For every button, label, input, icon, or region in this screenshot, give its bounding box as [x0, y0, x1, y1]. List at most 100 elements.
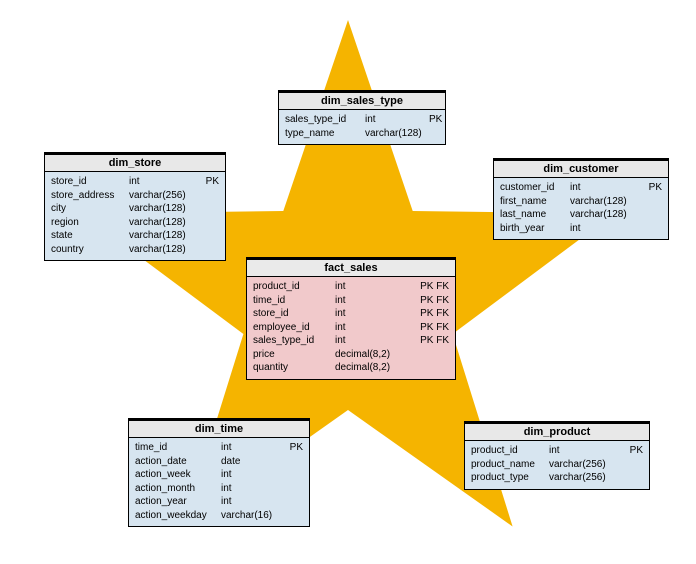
column-name: time_id — [253, 294, 335, 308]
column-name: product_id — [253, 280, 335, 294]
table-row: sales_type_idint PK FK — [253, 334, 449, 348]
column-type: varchar(128) — [570, 195, 642, 209]
table-row: sales_type_idintPK — [285, 113, 439, 127]
table-row: product_typevarchar(256) — [471, 471, 643, 485]
column-key: PK FK — [420, 307, 449, 321]
column-type: varchar(128) — [129, 216, 201, 230]
column-name: quantity — [253, 361, 335, 375]
column-key: PK FK — [420, 294, 449, 308]
table-row: quantitydecimal(8,2) — [253, 361, 449, 375]
table-row: first_namevarchar(128) — [500, 195, 662, 209]
column-type: int — [335, 294, 409, 308]
column-key: PK — [429, 113, 442, 127]
column-type: varchar(256) — [129, 189, 201, 203]
column-name: customer_id — [500, 181, 570, 195]
column-name: store_address — [51, 189, 129, 203]
column-type: int — [335, 321, 409, 335]
column-type: int — [221, 468, 283, 482]
column-type: varchar(256) — [549, 458, 621, 472]
column-name: sales_type_id — [253, 334, 335, 348]
table-fact_sales: fact_salesproduct_idintPK FKtime_idintPK… — [246, 257, 456, 380]
table-row: regionvarchar(128) — [51, 216, 219, 230]
table-body: product_idintPKproduct_namevarchar(256)p… — [465, 441, 649, 489]
table-row: employee_idintPK FK — [253, 321, 449, 335]
table-row: action_datedate — [135, 455, 303, 469]
table-title: dim_time — [129, 419, 309, 438]
table-row: pricedecimal(8,2) — [253, 348, 449, 362]
column-type: varchar(128) — [129, 229, 201, 243]
column-name: country — [51, 243, 129, 257]
column-type: int — [335, 280, 409, 294]
column-type: int — [221, 495, 283, 509]
table-row: cityvarchar(128) — [51, 202, 219, 216]
column-key: PK FK — [420, 334, 449, 348]
column-key: PK — [206, 175, 219, 189]
table-row: product_namevarchar(256) — [471, 458, 643, 472]
column-type: decimal(8,2) — [335, 361, 409, 375]
column-type: int — [335, 334, 409, 348]
column-name: action_year — [135, 495, 221, 509]
column-name: product_id — [471, 444, 549, 458]
column-name: action_date — [135, 455, 221, 469]
table-body: store_idintPKstore_addressvarchar(256)ci… — [45, 172, 225, 260]
table-row: birth_yearint — [500, 222, 662, 236]
table-row: store_idint PK FK — [253, 307, 449, 321]
column-key: PK — [290, 441, 303, 455]
column-type: varchar(128) — [129, 243, 201, 257]
column-type: int — [549, 444, 621, 458]
column-type: int — [221, 441, 283, 455]
column-type: int — [570, 222, 642, 236]
table-row: action_monthint — [135, 482, 303, 496]
column-type: int — [129, 175, 201, 189]
column-key: PK — [630, 444, 643, 458]
column-name: state — [51, 229, 129, 243]
table-row: statevarchar(128) — [51, 229, 219, 243]
column-type: int — [221, 482, 283, 496]
column-name: price — [253, 348, 335, 362]
table-dim_time: dim_timetime_idintPKaction_datedateactio… — [128, 418, 310, 527]
table-body: product_idintPK FKtime_idintPK FKstore_i… — [247, 277, 455, 379]
table-row: last_namevarchar(128) — [500, 208, 662, 222]
column-type: int — [570, 181, 642, 195]
table-row: countryvarchar(128) — [51, 243, 219, 257]
table-body: customer_idintPKfirst_namevarchar(128)la… — [494, 178, 668, 239]
column-name: first_name — [500, 195, 570, 209]
table-row: action_weekdayvarchar(16) — [135, 509, 303, 523]
column-name: region — [51, 216, 129, 230]
column-name: birth_year — [500, 222, 570, 236]
table-row: time_idint PK — [135, 441, 303, 455]
column-name: type_name — [285, 127, 365, 141]
column-name: store_id — [253, 307, 335, 321]
table-dim_sales_type: dim_sales_typesales_type_idintPKtype_nam… — [278, 90, 446, 145]
table-row: product_idint PK — [471, 444, 643, 458]
table-row: action_yearint — [135, 495, 303, 509]
column-name: time_id — [135, 441, 221, 455]
table-dim_customer: dim_customercustomer_idintPKfirst_nameva… — [493, 158, 669, 240]
table-row: type_namevarchar(128) — [285, 127, 439, 141]
column-type: varchar(16) — [221, 509, 283, 523]
column-type: int — [335, 307, 409, 321]
table-body: time_idintPKaction_datedateaction_weekin… — [129, 438, 309, 526]
table-title: dim_customer — [494, 159, 668, 178]
column-name: store_id — [51, 175, 129, 189]
column-name: sales_type_id — [285, 113, 365, 127]
column-name: city — [51, 202, 129, 216]
table-row: product_idintPK FK — [253, 280, 449, 294]
table-row: store_idint PK — [51, 175, 219, 189]
column-type: varchar(128) — [129, 202, 201, 216]
table-body: sales_type_idintPKtype_namevarchar(128) — [279, 110, 445, 144]
table-dim_product: dim_productproduct_idintPKproduct_nameva… — [464, 421, 650, 490]
column-name: action_week — [135, 468, 221, 482]
table-row: action_weekint — [135, 468, 303, 482]
column-name: product_name — [471, 458, 549, 472]
table-row: store_addressvarchar(256) — [51, 189, 219, 203]
column-type: varchar(128) — [570, 208, 642, 222]
column-name: action_month — [135, 482, 221, 496]
column-type: varchar(256) — [549, 471, 621, 485]
column-key: PK — [649, 181, 662, 195]
column-name: last_name — [500, 208, 570, 222]
table-row: customer_idint PK — [500, 181, 662, 195]
table-title: dim_sales_type — [279, 91, 445, 110]
column-type: date — [221, 455, 283, 469]
table-title: dim_product — [465, 422, 649, 441]
